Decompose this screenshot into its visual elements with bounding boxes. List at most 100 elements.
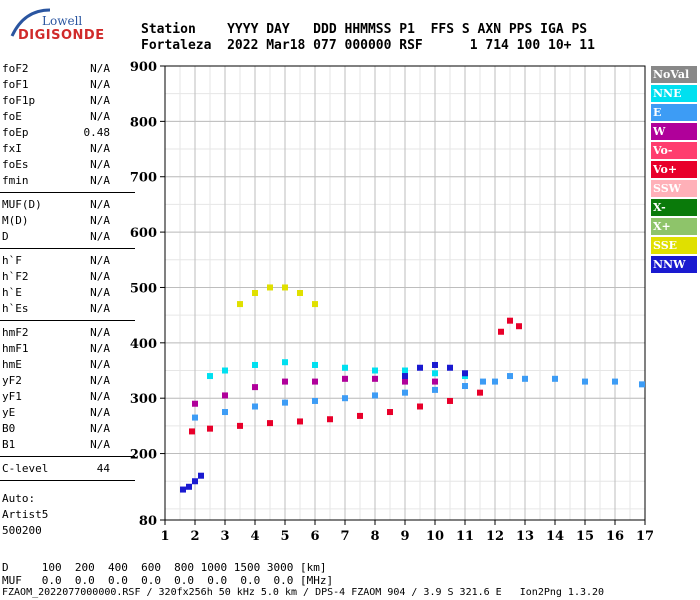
y-tick-label: 900: [130, 60, 157, 75]
trace-point: [312, 301, 318, 308]
param-row: foE N/A: [2, 109, 110, 125]
x-tick-label: 6: [310, 529, 319, 544]
trace-point: [402, 378, 408, 385]
param-row: MUF(D) N/A: [2, 197, 110, 213]
param-separator: [0, 320, 135, 321]
param-row: B1 N/A: [2, 437, 110, 453]
x-tick-label: 17: [636, 529, 654, 544]
trace-point: [432, 361, 438, 368]
trace-point: [237, 422, 243, 429]
param-name: foE: [2, 110, 22, 123]
param-value: N/A: [90, 158, 110, 171]
logo-top-text: Lowell: [42, 14, 83, 28]
legend-item: SSE: [651, 237, 697, 254]
x-tick-label: 13: [516, 529, 534, 544]
param-row: yF1 N/A: [2, 389, 110, 405]
param-value: N/A: [90, 62, 110, 75]
trace-point: [192, 400, 198, 407]
param-row: h`F2 N/A: [2, 269, 110, 285]
trace-point: [222, 409, 228, 416]
x-tick-label: 16: [606, 529, 624, 544]
param-value: N/A: [90, 142, 110, 155]
param-row: foF1 N/A: [2, 77, 110, 93]
param-row: hmF2 N/A: [2, 325, 110, 341]
trace-point: [189, 428, 195, 435]
trace-point: [222, 367, 228, 374]
trace-point: [297, 418, 303, 425]
header-labels: Station YYYY DAY DDD HHMMSS P1 FFS S AXN…: [141, 22, 588, 37]
param-name: hmF1: [2, 342, 29, 355]
trace-point: [432, 386, 438, 393]
y-tick-label: 700: [130, 171, 157, 186]
param-row: h`F N/A: [2, 253, 110, 269]
trace-point: [327, 416, 333, 423]
y-tick-label: 80: [139, 514, 157, 529]
param-name: foF1p: [2, 94, 36, 107]
trace-point: [498, 328, 504, 335]
legend-item: E: [651, 104, 697, 121]
param-value: N/A: [90, 174, 110, 187]
param-row: h`E N/A: [2, 285, 110, 301]
autoscaling-info: Auto:: [2, 492, 36, 505]
x-tick-label: 7: [340, 529, 349, 544]
autoscaling-info: 500200: [2, 524, 42, 537]
trace-point: [432, 370, 438, 377]
trace-point: [432, 378, 438, 385]
trace-point: [462, 383, 468, 390]
trace-point: [372, 367, 378, 374]
param-separator: [0, 192, 135, 193]
param-name: yF2: [2, 374, 22, 387]
param-row: fxI N/A: [2, 141, 110, 157]
param-name: MUF(D): [2, 198, 42, 211]
trace-point: [402, 373, 408, 380]
param-row: foF2 N/A: [2, 61, 110, 77]
trace-point: [312, 397, 318, 404]
param-value: N/A: [90, 422, 110, 435]
param-value: N/A: [90, 110, 110, 123]
param-row: hmF1 N/A: [2, 341, 110, 357]
trace-point: [522, 375, 528, 382]
trace-point: [267, 420, 273, 427]
footer-file-line: FZAOM_2022077000000.RSF / 320fx256h 50 k…: [2, 587, 605, 598]
x-tick-label: 14: [546, 529, 564, 544]
legend-item: X-: [651, 199, 697, 216]
param-value: N/A: [90, 94, 110, 107]
param-value: N/A: [90, 390, 110, 403]
param-name: foEs: [2, 158, 29, 171]
param-name: hmF2: [2, 326, 29, 339]
trace-point: [417, 403, 423, 410]
footer-d-line: D 100 200 400 600 800 1000 1500 3000 [km…: [2, 561, 327, 574]
param-value: N/A: [90, 326, 110, 339]
trace-point: [480, 378, 486, 385]
trace-point: [612, 378, 618, 385]
param-row: yE N/A: [2, 405, 110, 421]
trace-point: [297, 290, 303, 296]
param-value: N/A: [90, 358, 110, 371]
param-name: h`E: [2, 286, 22, 299]
param-value: N/A: [90, 270, 110, 283]
x-tick-label: 3: [220, 529, 229, 544]
trace-point: [252, 403, 258, 410]
y-tick-label: 300: [130, 392, 157, 407]
param-row: h`Es N/A: [2, 301, 110, 317]
param-name: fmin: [2, 174, 29, 187]
param-value: N/A: [90, 198, 110, 211]
trace-point: [192, 414, 198, 421]
x-tick-label: 10: [426, 529, 444, 544]
param-name: foF1: [2, 78, 29, 91]
legend-item: NoVal: [651, 66, 697, 83]
param-name: C-level: [2, 462, 49, 475]
trace-point: [252, 290, 258, 296]
trace-point: [198, 472, 204, 479]
trace-point: [507, 373, 513, 380]
y-tick-label: 200: [130, 448, 157, 463]
legend-item: NNW: [651, 256, 697, 273]
trace-point: [252, 361, 258, 368]
y-tick-label: 400: [130, 337, 157, 352]
trace-point: [417, 364, 423, 371]
x-tick-label: 11: [456, 529, 474, 544]
trace-point: [267, 284, 273, 291]
param-name: h`F: [2, 254, 22, 267]
y-tick-label: 500: [130, 281, 157, 296]
param-value: N/A: [90, 302, 110, 315]
